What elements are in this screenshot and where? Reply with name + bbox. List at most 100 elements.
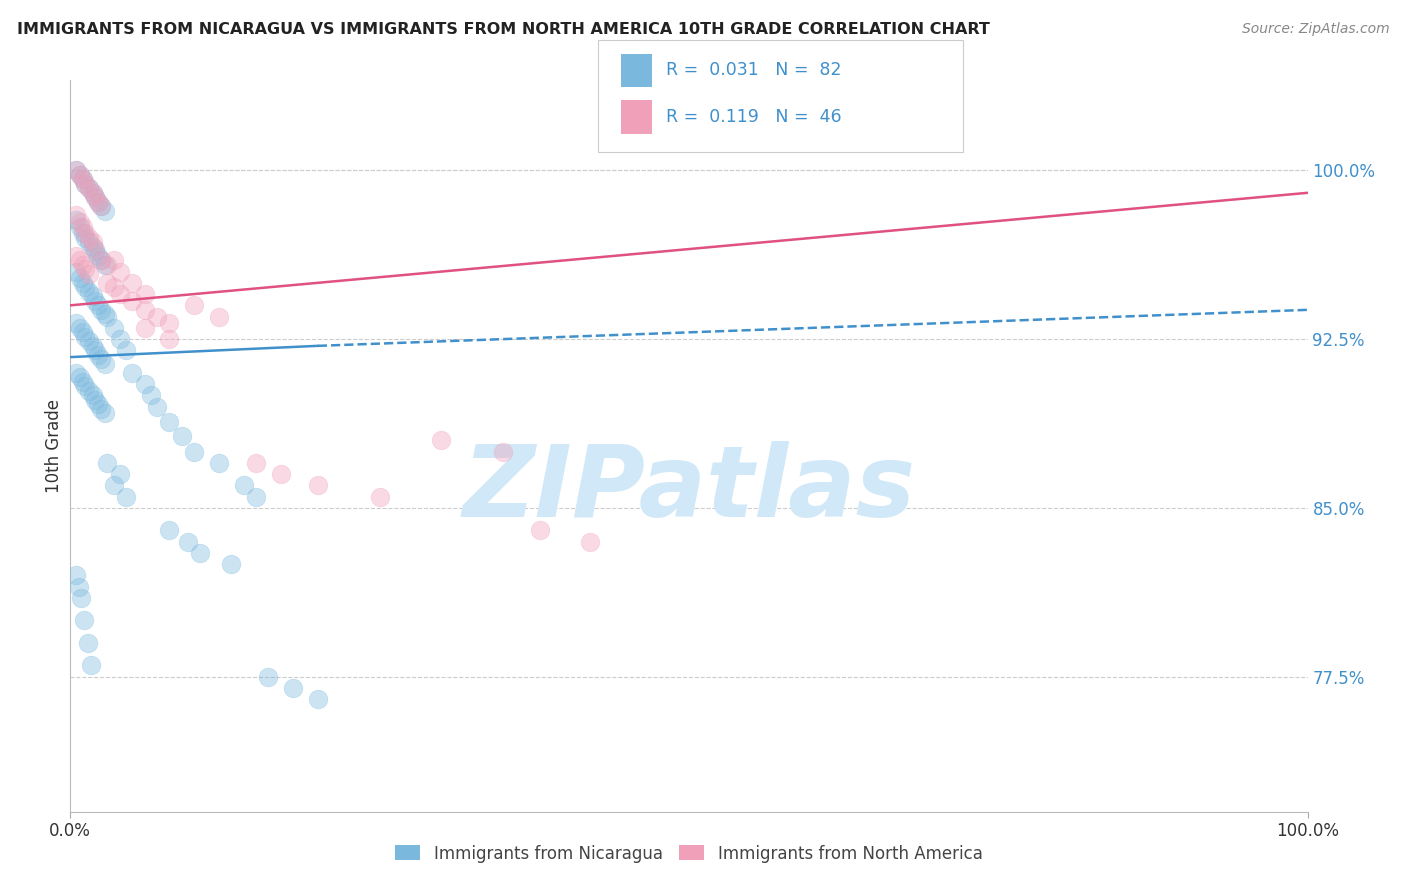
Point — [72, 219, 94, 234]
Point — [96, 276, 118, 290]
Point — [188, 546, 211, 560]
Point — [90, 253, 112, 268]
Point — [75, 177, 97, 191]
Point — [94, 307, 117, 321]
Point — [170, 429, 193, 443]
Point — [75, 177, 97, 191]
Point — [146, 400, 169, 414]
Point — [86, 194, 108, 209]
Point — [72, 326, 94, 340]
Point — [69, 370, 91, 384]
Point — [69, 215, 91, 229]
Point — [134, 302, 156, 317]
Point — [307, 692, 329, 706]
Point — [65, 264, 87, 278]
Point — [90, 199, 112, 213]
Point — [75, 280, 97, 294]
Point — [75, 379, 97, 393]
Text: IMMIGRANTS FROM NICARAGUA VS IMMIGRANTS FROM NORTH AMERICA 10TH GRADE CORRELATIO: IMMIGRANTS FROM NICARAGUA VS IMMIGRANTS … — [17, 22, 990, 37]
Point — [82, 289, 104, 303]
Point — [108, 264, 131, 278]
Point — [94, 203, 117, 218]
Point — [232, 478, 254, 492]
Text: ZIPatlas: ZIPatlas — [463, 442, 915, 539]
Point — [75, 231, 97, 245]
Point — [86, 348, 108, 362]
Point — [84, 343, 107, 358]
Point — [69, 168, 91, 182]
Point — [183, 444, 205, 458]
Point — [72, 258, 94, 272]
Point — [82, 388, 104, 402]
Point — [77, 384, 100, 398]
Point — [157, 332, 180, 346]
Point — [134, 321, 156, 335]
Point — [90, 302, 112, 317]
Point — [245, 456, 267, 470]
Text: R =  0.119   N =  46: R = 0.119 N = 46 — [666, 108, 842, 126]
Point — [72, 172, 94, 186]
Point — [75, 262, 97, 277]
Point — [69, 168, 91, 182]
Point — [65, 208, 87, 222]
Point — [94, 258, 117, 272]
Point — [82, 339, 104, 353]
Text: Source: ZipAtlas.com: Source: ZipAtlas.com — [1241, 22, 1389, 37]
Point — [90, 352, 112, 367]
Point — [430, 434, 453, 448]
Point — [77, 181, 100, 195]
Point — [208, 456, 231, 470]
Point — [108, 467, 131, 482]
Point — [183, 298, 205, 312]
Point — [69, 271, 91, 285]
Point — [84, 244, 107, 259]
Point — [219, 557, 242, 571]
Point — [77, 334, 100, 349]
Point — [157, 416, 180, 430]
Point — [245, 490, 267, 504]
Point — [492, 444, 515, 458]
Point — [103, 321, 125, 335]
Point — [82, 186, 104, 200]
Point — [72, 172, 94, 186]
Point — [257, 670, 280, 684]
Point — [121, 366, 143, 380]
Point — [90, 199, 112, 213]
Point — [115, 343, 138, 358]
Point — [65, 163, 87, 178]
Point — [84, 392, 107, 407]
Point — [121, 293, 143, 308]
Point — [65, 212, 87, 227]
Point — [65, 163, 87, 178]
Point — [76, 636, 98, 650]
Text: R =  0.031   N =  82: R = 0.031 N = 82 — [666, 62, 842, 79]
Point — [139, 388, 162, 402]
Point — [65, 568, 87, 582]
Point — [84, 242, 107, 256]
Point — [96, 258, 118, 272]
Point — [65, 366, 87, 380]
Point — [281, 681, 304, 695]
Point — [86, 194, 108, 209]
Point — [579, 534, 602, 549]
Point — [69, 219, 91, 234]
Point — [103, 478, 125, 492]
Point — [69, 253, 91, 268]
Point — [82, 235, 104, 250]
Point — [75, 330, 97, 344]
Point — [86, 298, 108, 312]
Point — [77, 231, 100, 245]
Point — [529, 524, 551, 538]
Y-axis label: 10th Grade: 10th Grade — [45, 399, 63, 493]
Point — [368, 490, 391, 504]
Point — [134, 377, 156, 392]
Point — [86, 249, 108, 263]
Point — [157, 316, 180, 330]
Legend: Immigrants from Nicaragua, Immigrants from North America: Immigrants from Nicaragua, Immigrants fr… — [388, 838, 990, 869]
Point — [69, 321, 91, 335]
Point — [77, 267, 100, 281]
Point — [177, 534, 200, 549]
Point — [208, 310, 231, 324]
Point — [72, 227, 94, 241]
Point — [84, 190, 107, 204]
